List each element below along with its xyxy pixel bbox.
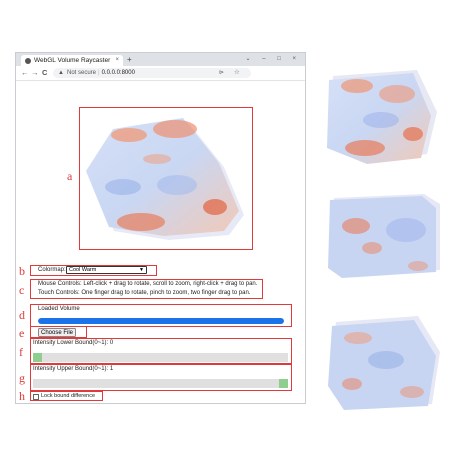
volume-body	[86, 118, 239, 236]
render-view-2	[328, 194, 440, 278]
annotation-g-box	[30, 364, 292, 391]
intensity-lower-thumb[interactable]	[33, 353, 42, 362]
cool-region	[157, 175, 197, 195]
intensity-upper-thumb[interactable]	[279, 379, 288, 388]
warm-region	[117, 213, 165, 231]
annotation-c-box	[30, 279, 263, 299]
annotation-label-f: f	[19, 345, 23, 359]
colormap-selected-value: Cool Warm	[69, 267, 97, 273]
colormap-select[interactable]: Cool Warm ▼	[66, 266, 147, 274]
cast-icon[interactable]: ⊳	[219, 70, 225, 76]
title-bar: WebGL Volume Raycaster × + ⌄ – □ ×	[16, 53, 305, 66]
address-bar[interactable]: ▲ Not secure | 0.0.0.0:8000	[53, 68, 251, 78]
warm-region	[143, 154, 171, 164]
annotation-e-box	[30, 326, 87, 338]
volume-render-canvas[interactable]	[79, 107, 253, 250]
browser-tab[interactable]: WebGL Volume Raycaster ×	[21, 55, 123, 66]
annotation-a-box	[79, 107, 253, 250]
load-progress-bar	[38, 318, 284, 324]
touch-controls-text: Touch Controls: One finger drag to rotat…	[38, 290, 251, 296]
reload-icon[interactable]: C	[42, 68, 48, 77]
render-view-1	[327, 70, 437, 164]
window-controls[interactable]: ⌄ – □ ×	[245, 56, 301, 62]
warning-icon: ▲	[58, 70, 64, 76]
annotation-f-box	[30, 338, 292, 364]
warm-region	[153, 120, 197, 138]
colormap-label: Colormap:	[38, 267, 66, 273]
intensity-lower-label: Intensity Lower Bound(0~1): 0	[33, 340, 114, 346]
annotation-label-g: g	[19, 371, 25, 385]
mouse-controls-text: Mouse Controls: Left-click + drag to rot…	[38, 281, 258, 287]
forward-icon[interactable]: →	[31, 68, 39, 77]
intensity-lower-slider[interactable]	[33, 353, 288, 362]
warm-region	[111, 128, 147, 142]
annotation-label-h: h	[19, 389, 25, 403]
browser-toolbar: ← → C ▲ Not secure | 0.0.0.0:8000 ⊳ ☆	[16, 66, 305, 81]
load-status-text: Loaded Volume	[38, 306, 80, 312]
annotation-label-c: c	[19, 283, 25, 297]
annotation-d-box	[30, 304, 292, 327]
lock-bound-label: Lock bound difference	[41, 393, 96, 399]
annotation-h-box	[30, 391, 103, 401]
favicon-icon	[25, 57, 31, 64]
new-tab-button[interactable]: +	[127, 55, 132, 64]
tab-close-icon[interactable]: ×	[115, 57, 119, 63]
not-secure-label: Not secure	[67, 70, 97, 76]
intensity-upper-label: Intensity Upper Bound(0~1): 1	[33, 366, 114, 372]
cool-region	[105, 179, 141, 195]
render-view-3	[328, 316, 440, 410]
choose-file-button[interactable]: Choose File	[38, 328, 76, 337]
annotation-b-box	[30, 265, 157, 276]
annotation-label-a: a	[67, 169, 73, 183]
back-icon[interactable]: ←	[21, 68, 29, 77]
url-text: 0.0.0.0:8000	[101, 70, 135, 76]
chevron-down-icon: ▼	[139, 267, 144, 273]
browser-window: WebGL Volume Raycaster × + ⌄ – □ × ← → C…	[15, 52, 306, 404]
annotation-label-b: b	[19, 264, 25, 278]
annotation-label-e: e	[19, 326, 25, 340]
load-progress-fill	[38, 318, 284, 324]
intensity-upper-slider[interactable]	[33, 379, 288, 388]
annotation-label-d: d	[19, 308, 25, 322]
tab-title: WebGL Volume Raycaster	[34, 57, 111, 64]
lock-bound-checkbox[interactable]	[33, 394, 39, 400]
bookmark-star-icon[interactable]: ☆	[234, 69, 240, 76]
warm-region	[203, 199, 227, 215]
